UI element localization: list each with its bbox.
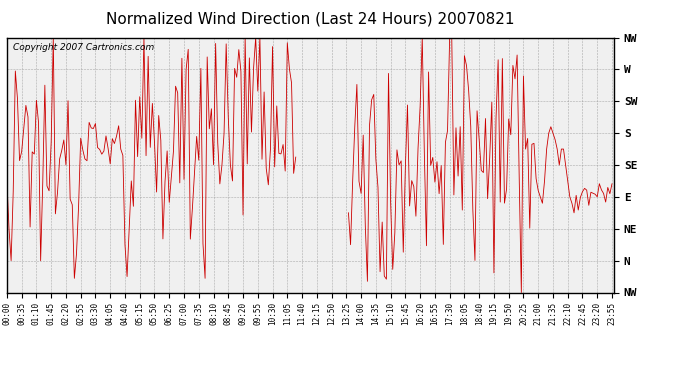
Text: Copyright 2007 Cartronics.com: Copyright 2007 Cartronics.com bbox=[13, 43, 155, 52]
Text: Normalized Wind Direction (Last 24 Hours) 20070821: Normalized Wind Direction (Last 24 Hours… bbox=[106, 11, 515, 26]
